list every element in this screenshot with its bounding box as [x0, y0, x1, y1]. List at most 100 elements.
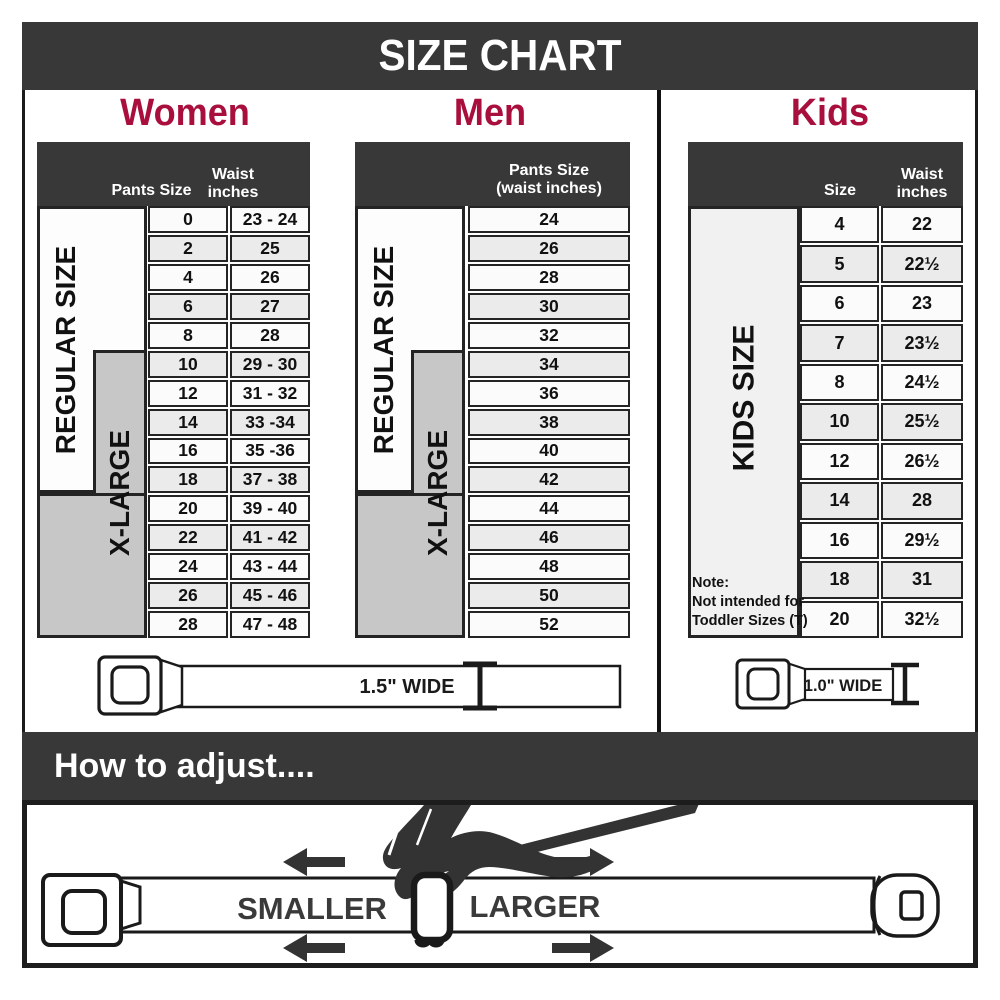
women-col-pants-size: Pants Size — [111, 182, 192, 199]
hand-pinch-icon — [382, 804, 599, 900]
kids-size-box — [688, 206, 800, 638]
kids-note-line1: Note: — [692, 575, 730, 591]
kids-table-header: Size Waist inches — [688, 142, 963, 206]
pants-size-cell: 42 — [468, 466, 630, 494]
seatbelt-buckle-icon — [97, 655, 184, 716]
pants-size-cell: 28 — [148, 611, 228, 639]
larger-label: LARGER — [470, 889, 601, 924]
pants-size-cell: 6 — [148, 292, 228, 320]
kids-belt-diagram: 1.0" WIDE — [735, 658, 919, 710]
kids-size-row: 8 24½ — [800, 363, 963, 402]
waist-inches-cell: 29 - 30 — [230, 350, 310, 378]
pants-size-cell: 16 — [148, 437, 228, 465]
men-xlarge-box-upper — [411, 350, 465, 493]
waist-inches-cell: 28 — [230, 321, 310, 349]
width-measure-icon — [891, 662, 919, 706]
kids-size-row: 5 22½ — [800, 245, 963, 283]
women-size-row: 0 23 - 24 — [148, 206, 310, 233]
women-col-waist: Waist inches — [207, 166, 259, 201]
kids-col-size: Size — [823, 182, 856, 199]
waist-inches-cell: 23 - 24 — [230, 206, 310, 233]
pants-size-cell: 22 — [148, 524, 228, 552]
men-size-row: 38 — [468, 408, 630, 436]
pants-size-cell: 44 — [468, 495, 630, 523]
pants-size-cell: 26 — [468, 234, 630, 262]
pants-size-cell: 14 — [148, 408, 228, 436]
belt-width-label: 1.5" WIDE — [359, 676, 454, 698]
kids-size-cell: 8 — [800, 363, 879, 402]
men-size-row: 40 — [468, 437, 630, 465]
width-measure-icon — [463, 661, 497, 711]
pants-size-cell: 4 — [148, 263, 228, 291]
belt-webbing — [787, 667, 895, 702]
waist-inches-cell: 26 — [230, 263, 310, 291]
waist-inches-cell: 27 — [230, 292, 310, 320]
belt-webbing — [110, 876, 876, 934]
men-size-row: 52 — [468, 611, 630, 639]
how-to-adjust-heading: How to adjust.... — [54, 746, 315, 785]
content-frame — [22, 90, 978, 732]
kids-size-cell: 4 — [800, 206, 879, 244]
women-size-row: 26 45 - 46 — [148, 582, 310, 610]
men-regular-size-label: REGULAR SIZE — [368, 245, 399, 454]
seatbelt-buckle-icon — [41, 873, 142, 947]
women-size-row: 28 47 - 48 — [148, 611, 310, 639]
pants-size-cell: 0 — [148, 206, 228, 233]
pants-size-cell: 2 — [148, 234, 228, 262]
how-to-adjust-band: How to adjust.... — [22, 732, 978, 800]
women-size-row: 22 41 - 42 — [148, 524, 310, 552]
adjust-illustration: SMALLER LARGER — [41, 799, 940, 962]
waist-inches-cell: 41 - 42 — [230, 524, 310, 552]
page-title: SIZE CHART — [378, 31, 622, 80]
pants-size-cell: 26 — [148, 582, 228, 610]
men-size-row: 46 — [468, 524, 630, 552]
adjust-illustration-box: SMALLER LARGER — [22, 799, 978, 968]
pants-size-cell: 18 — [148, 466, 228, 494]
pants-size-cell: 50 — [468, 582, 630, 610]
pants-size-cell: 28 — [468, 263, 630, 291]
men-size-row: 42 — [468, 466, 630, 494]
pants-size-cell: 20 — [148, 495, 228, 523]
pants-size-cell: 30 — [468, 292, 630, 320]
men-size-row: 26 — [468, 234, 630, 262]
waist-inches-cell: 26½ — [881, 442, 963, 481]
women-xlarge-box-lower — [37, 493, 147, 638]
women-xlarge-box-upper — [93, 350, 147, 493]
kids-size-row: 16 29½ — [800, 521, 963, 560]
kids-size-cell: 20 — [800, 600, 879, 638]
waist-inches-cell: 37 - 38 — [230, 466, 310, 494]
men-size-table-rows: 24 26 28 30 32 34 36 — [468, 206, 630, 639]
women-regular-size-label: REGULAR SIZE — [50, 245, 81, 454]
pants-size-cell: 12 — [148, 379, 228, 407]
men-col-pants-size: Pants Size (waist inches) — [496, 162, 602, 197]
kids-size-row: 7 23½ — [800, 324, 963, 362]
women-xlarge-label: X-LARGE — [104, 430, 135, 556]
waist-inches-cell: 22 — [881, 206, 963, 244]
waist-inches-cell: 47 - 48 — [230, 611, 310, 639]
men-size-row: 48 — [468, 553, 630, 581]
kids-size-row: 6 23 — [800, 284, 963, 323]
waist-inches-cell: 35 -36 — [230, 437, 310, 465]
women-section-title: Women — [120, 92, 250, 134]
kids-section-title: Kids — [790, 92, 870, 134]
kids-note: Note: Not intended for Toddler Sizes (T) — [692, 574, 808, 631]
smaller-label: SMALLER — [237, 891, 387, 926]
waist-inches-cell: 22½ — [881, 245, 963, 283]
waist-inches-cell: 31 — [881, 561, 963, 599]
men-xlarge-label: X-LARGE — [422, 430, 453, 556]
men-size-row: 44 — [468, 495, 630, 523]
belt-tip-icon — [870, 873, 940, 938]
kids-size-cell: 5 — [800, 245, 879, 283]
kids-size-row: 4 22 — [800, 206, 963, 244]
kids-size-cell: 10 — [800, 403, 879, 441]
pants-size-cell: 36 — [468, 379, 630, 407]
men-xlarge-box-lower — [355, 493, 465, 638]
pants-size-cell: 48 — [468, 553, 630, 581]
women-size-row: 18 37 - 38 — [148, 466, 310, 494]
belt-slider-icon — [410, 871, 454, 948]
kids-size-cell: 12 — [800, 442, 879, 481]
kids-size-cell: 7 — [800, 324, 879, 362]
pull-strap — [493, 799, 701, 863]
arrow-right-icon — [552, 848, 614, 962]
